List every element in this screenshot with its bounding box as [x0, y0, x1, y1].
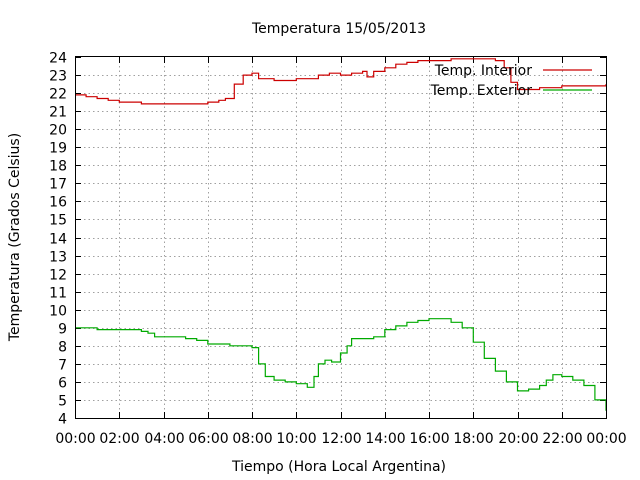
plot-frame: [75, 56, 607, 419]
y-tick-label: 8: [58, 340, 67, 356]
y-tick-label: 19: [49, 141, 67, 157]
y-axis: 4 5 6 7 8 9 10 11 12 13 14 15 16 17 18 19 20 21 22 23 24: [49, 51, 606, 428]
y-tick-label: 5: [58, 394, 67, 410]
y-tick-label: 16: [49, 195, 67, 211]
y-tick-label: 23: [49, 69, 67, 85]
y-tick-label: 12: [49, 268, 67, 284]
x-tick-label: 18:00: [453, 431, 493, 447]
x-tick-label: 14:00: [365, 431, 405, 447]
y-tick-label: 9: [58, 322, 67, 338]
y-tick-label: 7: [58, 358, 67, 374]
x-tick-label: 20:00: [498, 431, 538, 447]
series-line-exterior: [75, 318, 607, 411]
y-tick-label: 22: [49, 87, 67, 103]
x-tick-label: 02:00: [99, 431, 139, 447]
series-lines: [75, 58, 607, 411]
x-tick-label: 22:00: [542, 431, 582, 447]
x-tick-label: 06:00: [188, 431, 228, 447]
y-tick-label: 21: [49, 105, 67, 121]
x-tick-label: 10:00: [276, 431, 316, 447]
y-tick-label: 13: [49, 250, 67, 266]
y-tick-label: 20: [49, 123, 67, 139]
x-axis: 00:00 02:00 04:00 06:00 08:00 10:00 12:00 14:00…: [55, 57, 627, 447]
x-tick-label: 16:00: [409, 431, 449, 447]
series-line-interior: [75, 58, 607, 105]
y-tick-label: 11: [49, 286, 67, 302]
x-axis-label: Tiempo (Hora Local Argentina): [231, 459, 446, 475]
x-tick-label: 08:00: [232, 431, 272, 447]
x-tick-label: 12:00: [321, 431, 361, 447]
x-tick-label: 00:00: [586, 431, 626, 447]
legend: Temp. Interior Temp. Exterior: [430, 63, 592, 99]
legend-label: Temp. Exterior: [430, 83, 533, 99]
y-tick-label: 6: [58, 376, 67, 392]
y-tick-label: 15: [49, 213, 67, 229]
y-tick-label: 14: [49, 232, 67, 248]
y-tick-label: 4: [58, 412, 67, 428]
grid-lines: [75, 57, 606, 418]
chart-title: Temperatura 15/05/2013: [251, 21, 426, 37]
y-tick-label: 18: [49, 159, 67, 175]
x-tick-label: 04:00: [144, 431, 184, 447]
x-tick-label: 00:00: [55, 431, 95, 447]
y-axis-label: Temperatura (Grados Celsius): [7, 133, 23, 342]
legend-label: Temp. Interior: [434, 63, 533, 79]
y-tick-label: 24: [49, 51, 67, 67]
y-tick-label: 17: [49, 177, 67, 193]
y-tick-label: 10: [49, 304, 67, 320]
